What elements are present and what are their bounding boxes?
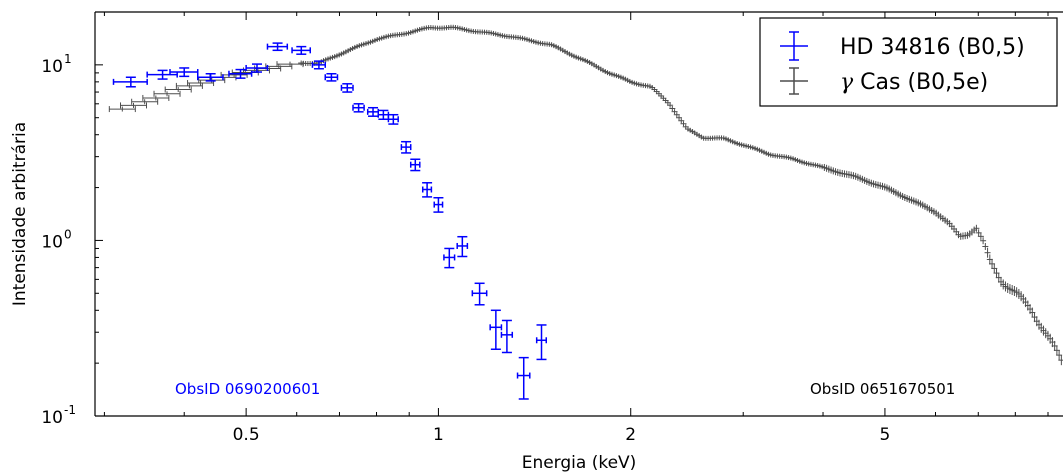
series-hd34816 (112, 42, 547, 400)
y-tick-exponent: 0 (64, 227, 72, 241)
gamma-cas-point (673, 112, 680, 118)
legend-label-gamma-cas: γ Cas (B0,5e) (840, 70, 988, 95)
legend-box (759, 17, 1058, 107)
hd34816-point (366, 106, 379, 117)
hd34816-point (228, 68, 253, 79)
hd34816-point (489, 309, 503, 350)
obsid-annotation-left: ObsID 0690200601 (175, 380, 320, 398)
legend-marker-hd34816 (780, 31, 808, 61)
x-tick-label: 5 (880, 425, 891, 445)
hd34816-point (535, 324, 547, 361)
hd34816-point (456, 235, 469, 258)
legend-marker-gamma-cas (780, 67, 808, 95)
y-tick-exponent: -1 (64, 403, 76, 417)
gamma-cas-point (108, 106, 136, 113)
hd34816-point (266, 42, 289, 52)
hd34816-point (311, 60, 326, 70)
y-tick-label: 10 (41, 408, 63, 428)
series-gamma-cas (108, 24, 1063, 366)
hd34816-point (340, 83, 354, 93)
x-tick-label: 1 (433, 425, 444, 445)
x-tick-label: 2 (625, 425, 636, 445)
hd34816-point (245, 63, 269, 73)
gamma-cas-point (1056, 350, 1063, 361)
gamma-cas-point (164, 86, 192, 93)
obsid-annotation-right: ObsID 0651670501 (810, 380, 955, 398)
hd34816-point (433, 197, 444, 213)
hd34816-point (197, 72, 224, 82)
hd34816-point (409, 158, 421, 172)
y-tick-label: 10 (41, 232, 63, 252)
gamma-cas-point (198, 77, 226, 84)
y-axis-label: Intensidade arbitrária (10, 122, 30, 306)
gamma-cas-point (676, 115, 683, 121)
gamma-cas-point (669, 105, 676, 111)
gamma-cas-point (119, 102, 147, 109)
gamma-cas-point (984, 247, 991, 258)
y-tick-exponent: 1 (64, 52, 72, 66)
hd34816-point (112, 76, 148, 88)
legend: HD 34816 (B0,5) γ Cas (B0,5e) (759, 17, 1058, 107)
gamma-cas-point (175, 82, 203, 89)
x-axis-label: Energia (keV) (522, 453, 637, 473)
x-tick-label: 0.5 (233, 425, 260, 445)
data-series-layer (108, 24, 1063, 400)
gamma-cas-point (671, 109, 678, 115)
hd34816-point (500, 319, 514, 354)
hd34816-point (169, 67, 199, 78)
gamma-cas-point (980, 237, 987, 245)
axes (94, 11, 1063, 417)
hd34816-point (377, 109, 390, 120)
gamma-cas-point (678, 118, 685, 124)
hd34816-point (387, 113, 399, 125)
hd34816-point (421, 182, 433, 198)
hd34816-point (471, 282, 488, 306)
tick-marks (95, 11, 1049, 417)
gamma-cas-point (975, 229, 982, 237)
hd34816-point (400, 140, 412, 154)
gamma-cas-point (667, 102, 674, 108)
hd34816-point (324, 72, 339, 82)
y-tick-label: 10 (41, 57, 63, 77)
gamma-cas-point (131, 98, 159, 105)
gamma-cas-point (187, 80, 215, 87)
gamma-cas-point (977, 232, 984, 240)
gamma-cas-point (982, 242, 989, 250)
hd34816-point (443, 247, 456, 269)
hd34816-point (516, 356, 531, 400)
gamma-cas-point (153, 90, 181, 97)
hd34816-point (291, 45, 311, 55)
gamma-cas-point (973, 224, 980, 232)
legend-label-hd34816: HD 34816 (B0,5) (840, 35, 1025, 60)
gamma-cas-point (680, 121, 687, 127)
gamma-cas-point (142, 94, 170, 101)
hd34816-point (352, 103, 365, 113)
gamma-cas-point (1058, 355, 1063, 366)
